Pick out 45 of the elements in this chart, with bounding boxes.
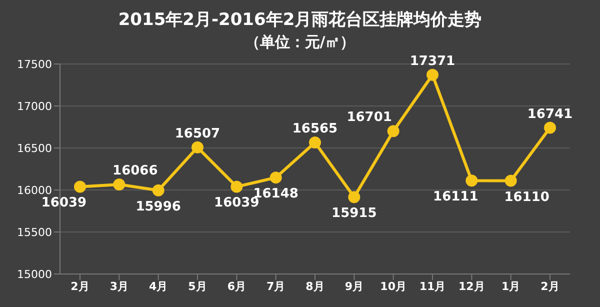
data-label: 16565 (292, 122, 338, 137)
point (544, 122, 556, 134)
x-tick-label: 2月 (70, 280, 90, 293)
y-tick-label: 17000 (17, 100, 52, 113)
x-tick-label: 3月 (110, 280, 128, 293)
y-tick-label: 16500 (17, 142, 52, 155)
point (230, 180, 243, 193)
x-tick-label: 5月 (188, 280, 207, 293)
y-tick-label: 15500 (17, 226, 52, 239)
point (426, 68, 438, 81)
y-tick-label: 17500 (17, 58, 52, 71)
x-tick-label: 11月 (419, 280, 446, 293)
x-tick-label: 6月 (227, 280, 246, 293)
data-label: 15915 (332, 206, 377, 222)
x-tick-label: 12月 (458, 280, 485, 293)
x-tick-label: 1月 (502, 280, 520, 293)
data-label: 16110 (504, 190, 550, 205)
point (309, 136, 321, 149)
data-label: 16741 (527, 106, 573, 122)
x-tick-label: 10月 (380, 280, 406, 293)
y-tick-label: 15000 (17, 268, 52, 281)
data-label: 17371 (410, 54, 456, 69)
x-tick-label: 4月 (149, 280, 168, 293)
chart-subtitle: （单位：元/㎡） (244, 33, 356, 52)
data-label: 16507 (174, 126, 220, 142)
x-tick-label: 7月 (266, 280, 286, 293)
point (113, 178, 126, 190)
x-tick-label: 2月 (540, 280, 560, 293)
data-label: 16066 (112, 163, 158, 178)
data-label: 16701 (346, 110, 392, 126)
point (504, 174, 517, 187)
point (348, 191, 360, 204)
point (387, 125, 400, 138)
y-tick-label: 16000 (17, 184, 52, 197)
x-tick-label: 9月 (344, 280, 364, 293)
data-label: 16039 (41, 196, 87, 211)
x-tick-label: 8月 (306, 280, 324, 293)
point (152, 184, 164, 196)
data-label: 16111 (433, 190, 478, 205)
point (74, 180, 86, 193)
point (466, 174, 478, 187)
point (270, 172, 282, 184)
data-label: 15996 (136, 199, 181, 214)
point (192, 141, 204, 154)
chart-title: 2015年2月-2016年2月雨花台区挂牌均价走势 (117, 9, 483, 31)
